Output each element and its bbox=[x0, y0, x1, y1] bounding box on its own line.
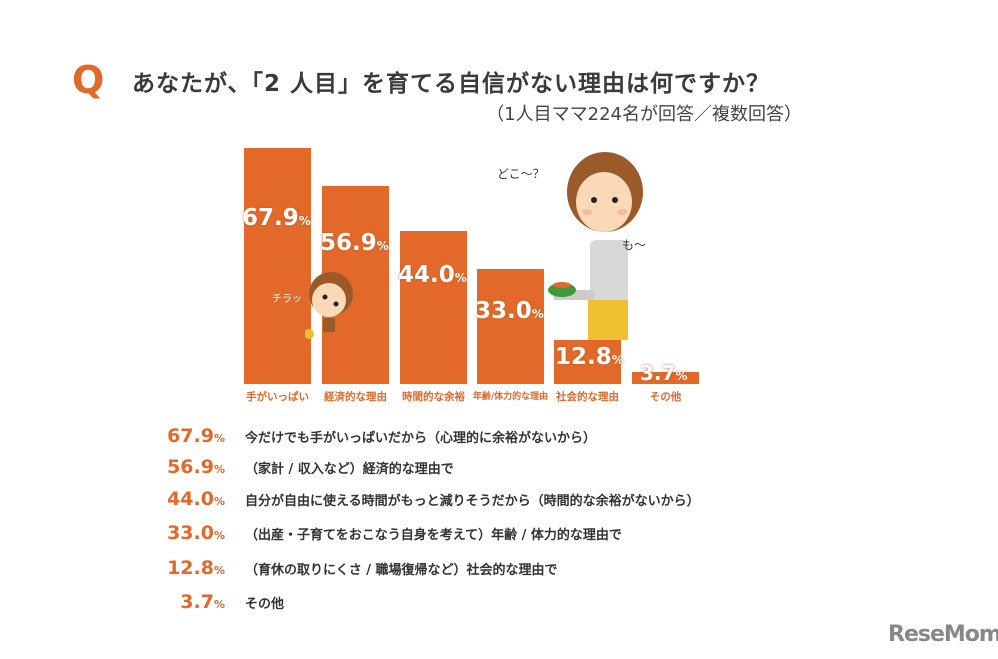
mother-caption-1: どこ〜？ bbox=[497, 167, 545, 181]
bar-0 bbox=[244, 148, 311, 384]
bar-4 bbox=[554, 340, 621, 384]
category-label-3: 年齢/体力的な理由 bbox=[472, 392, 549, 402]
mother-illustration bbox=[540, 150, 650, 340]
q-mark: Q bbox=[72, 58, 105, 102]
category-label-4: 社会的な理由 bbox=[556, 391, 619, 403]
list-item: 56.9% （家計 / 収入など）経済的な理由で bbox=[167, 456, 454, 478]
child-caption: チラッ bbox=[272, 294, 302, 305]
resemom-logo: ReseMom. bbox=[888, 622, 998, 647]
page-title: あなたが、「2 人目」を育てる自信がない理由は何ですか？ bbox=[132, 71, 771, 97]
list-item: 3.7% その他 bbox=[180, 591, 285, 613]
list-item: 44.0% 自分が自由に使える時間がもっと減りそうだから（時間的な余裕がないから） bbox=[167, 488, 700, 510]
list-item: 67.9% 今だけでも手がいっぱいだから（心理的に余裕がないから） bbox=[167, 425, 597, 447]
bar-value-5: 3.7% bbox=[640, 361, 688, 385]
mother-caption-2: も〜 bbox=[622, 238, 647, 252]
category-label-1: 経済的な理由 bbox=[324, 391, 387, 403]
bar-value-4: 12.8% bbox=[555, 344, 624, 370]
bar-value-2: 44.0% bbox=[398, 262, 467, 288]
bar-2 bbox=[400, 231, 467, 384]
bar-value-1: 56.9% bbox=[320, 230, 389, 256]
category-label-2: 時間的な余裕 bbox=[402, 391, 465, 403]
bar-value-0: 67.9% bbox=[242, 205, 311, 231]
page-subtitle: （1人目ママ224名が回答／複数回答） bbox=[486, 104, 802, 125]
category-label-0: 手がいっぱい bbox=[246, 391, 309, 403]
bar-3 bbox=[477, 269, 544, 384]
list-item: 12.8% （育休の取りにくさ / 職場復帰など）社会的な理由で bbox=[167, 557, 558, 579]
bar-value-3: 33.0% bbox=[475, 298, 544, 324]
list-item: 33.0% （出産・子育てをおこなう自身を考えて）年齢 / 体力的な理由で bbox=[167, 522, 622, 544]
bar-5 bbox=[632, 372, 699, 384]
child-illustration bbox=[304, 268, 353, 340]
category-label-5: その他 bbox=[649, 391, 682, 403]
